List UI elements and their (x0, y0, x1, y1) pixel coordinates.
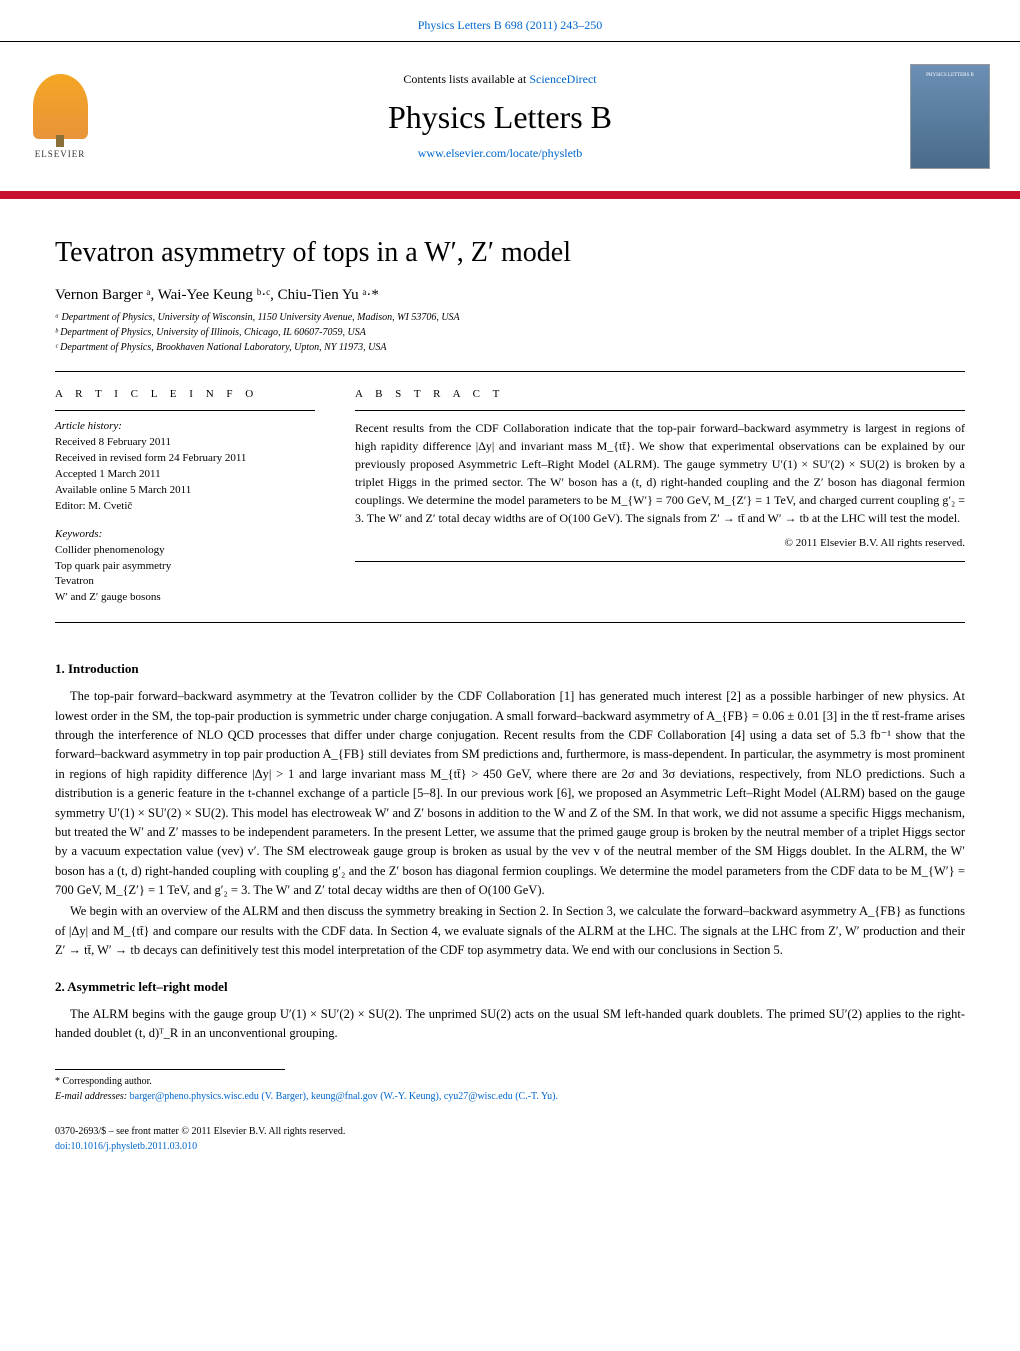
contents-line: Contents lists available at ScienceDirec… (90, 72, 910, 87)
history-online: Available online 5 March 2011 (55, 483, 315, 499)
keyword-2: Top quark pair asymmetry (55, 559, 315, 575)
info-rule-1 (55, 410, 315, 411)
top-citation: Physics Letters B 698 (2011) 243–250 (0, 0, 1020, 41)
email-row: E-mail addresses: barger@pheno.physics.w… (55, 1089, 965, 1104)
elsevier-tree-icon (33, 74, 88, 139)
affiliation-c: ᶜ Department of Physics, Brookhaven Nati… (55, 340, 965, 355)
contents-text: Contents lists available at (403, 72, 526, 86)
banner-center: Contents lists available at ScienceDirec… (90, 72, 910, 161)
abstract-text: Recent results from the CDF Collaboratio… (355, 419, 965, 527)
section-1-heading: 1. Introduction (55, 661, 965, 677)
section-2-heading: 2. Asymmetric left–right model (55, 979, 965, 995)
doi-block: 0370-2693/$ – see front matter © 2011 El… (0, 1116, 1020, 1174)
doi-link[interactable]: doi:10.1016/j.physletb.2011.03.010 (55, 1141, 197, 1152)
article-info-block: A R T I C L E I N F O Article history: R… (55, 388, 315, 606)
article-title: Tevatron asymmetry of tops in a W′, Z′ m… (0, 199, 1020, 287)
keyword-1: Collider phenomenology (55, 543, 315, 559)
journal-cover-thumbnail (910, 64, 990, 169)
body: 1. Introduction The top-pair forward–bac… (0, 623, 1020, 1043)
keyword-3: Tevatron (55, 574, 315, 590)
citation-link[interactable]: Physics Letters B 698 (2011) 243–250 (418, 18, 603, 32)
elsevier-logo: ELSEVIER (0, 67, 90, 167)
history-received: Received 8 February 2011 (55, 435, 315, 451)
abstract-rule-bottom (355, 561, 965, 562)
affiliation-b: ᵇ Department of Physics, University of I… (55, 325, 965, 340)
email-label: E-mail addresses: (55, 1091, 127, 1102)
keywords-block: Keywords: Collider phenomenology Top qua… (55, 527, 315, 607)
issn-line: 0370-2693/$ – see front matter © 2011 El… (55, 1124, 965, 1139)
journal-title: Physics Letters B (90, 99, 910, 136)
locate-link-row: www.elsevier.com/locate/physletb (90, 146, 910, 161)
abstract-block: A B S T R A C T Recent results from the … (355, 388, 965, 606)
history-editor: Editor: M. Cvetič (55, 499, 315, 515)
journal-banner: ELSEVIER Contents lists available at Sci… (0, 41, 1020, 191)
abstract-copyright: © 2011 Elsevier B.V. All rights reserved… (355, 537, 965, 549)
author-line: Vernon Barger ᵃ, Wai-Yee Keung ᵇ·ᶜ, Chiu… (0, 287, 1020, 310)
red-divider-bar (0, 191, 1020, 199)
keyword-4: W′ and Z′ gauge bosons (55, 590, 315, 606)
affiliation-a: ᵃ Department of Physics, University of W… (55, 310, 965, 325)
affiliations: ᵃ Department of Physics, University of W… (0, 310, 1020, 371)
email-addresses[interactable]: barger@pheno.physics.wisc.edu (V. Barger… (130, 1091, 558, 1102)
section-1-para-1: The top-pair forward–backward asymmetry … (55, 687, 965, 900)
keywords-head: Keywords: (55, 527, 315, 543)
history-head: Article history: (55, 419, 315, 435)
info-abstract-row: A R T I C L E I N F O Article history: R… (0, 372, 1020, 622)
corresponding-author: * Corresponding author. (55, 1074, 965, 1089)
section-1-para-2: We begin with an overview of the ALRM an… (55, 902, 965, 960)
abstract-rule (355, 410, 965, 411)
section-2-para-1: The ALRM begins with the gauge group U′(… (55, 1005, 965, 1044)
history-accepted: Accepted 1 March 2011 (55, 467, 315, 483)
article-history: Article history: Received 8 February 201… (55, 419, 315, 515)
locate-link[interactable]: www.elsevier.com/locate/physletb (418, 146, 583, 160)
elsevier-label: ELSEVIER (35, 149, 86, 159)
footnotes: * Corresponding author. E-mail addresses… (0, 1045, 1020, 1116)
abstract-label: A B S T R A C T (355, 388, 965, 400)
footnote-rule (55, 1069, 285, 1070)
article-info-label: A R T I C L E I N F O (55, 388, 315, 400)
history-revised: Received in revised form 24 February 201… (55, 451, 315, 467)
sciencedirect-link[interactable]: ScienceDirect (529, 72, 596, 86)
